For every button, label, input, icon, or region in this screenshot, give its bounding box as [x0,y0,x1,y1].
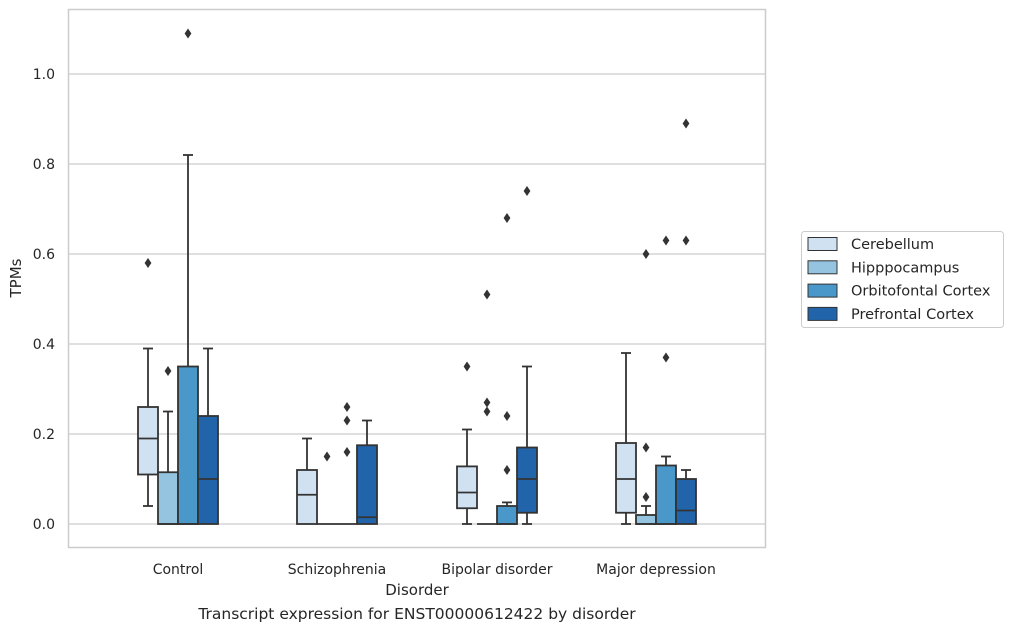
box-3-2 [655,235,677,525]
outlier-point [184,28,192,39]
outlier-point [503,411,511,421]
box-0-1 [157,366,179,525]
box-3-3 [675,118,697,525]
outlier-point [662,235,670,246]
legend: Cerebellum Hipppocampus Orbitofontal Corte… [801,231,1004,328]
legend-swatch [807,306,838,321]
legend-label: Prefrontal Cortex [851,307,974,323]
outlier-point [662,352,670,363]
outlier-point [164,366,172,376]
outlier-point [483,289,491,300]
legend-swatch [807,260,838,275]
outlier-point [682,118,690,129]
box-rect [635,514,657,525]
box-2-0 [456,361,478,525]
y-tick-label: 0.8 [33,157,55,173]
box-0-2 [177,28,199,525]
legend-frame [801,231,1004,328]
y-tick-label: 0.4 [33,337,55,353]
outlier-point [483,397,491,408]
box-rect [675,478,697,525]
outlier-point [503,213,511,223]
box-rect [356,444,378,525]
x-axis-label: Disorder [385,581,449,599]
outlier-point [144,258,152,268]
y-tick-label: 0.0 [33,517,55,533]
outlier-point [463,361,471,372]
box-rect [516,446,538,514]
box-1-2 [337,402,357,525]
box-0-0 [137,258,159,507]
outlier-point [523,186,531,196]
x-tick-label: Schizophrenia [288,562,386,578]
legend-swatch [807,283,838,298]
legend-label: Cerebellum [851,237,934,253]
outlier-point [343,402,351,412]
outlier-point [642,492,650,502]
x-tick-label: Bipolar disorder [441,562,552,578]
box-rect [197,415,219,525]
outlier-point [642,249,650,259]
y-axis-label: TPMs [7,258,25,298]
figure-caption: Transcript expression for ENST0000061242… [198,605,636,623]
outlier-point [343,415,351,426]
box-1-1 [317,451,337,525]
legend-label: Orbitofontal Cortex [851,284,991,300]
y-tick-label: 0.2 [33,427,55,443]
box-2-2 [496,213,518,525]
box-rect [137,406,159,476]
legend-swatch [807,237,838,251]
box-rect [456,465,478,510]
outlier-point [642,442,650,453]
box-1-3 [356,419,378,525]
y-tick-label: 1.0 [33,67,55,83]
outlier-point [323,451,331,462]
boxes-layer [137,28,697,525]
x-tick-label: Control [153,562,204,578]
y-tick-labels: 0.0 0.2 0.4 0.6 0.8 1.0 [33,67,55,533]
box-rect [296,469,318,525]
outlier-point [343,447,351,457]
outlier-point [682,235,690,246]
outlier-point [483,406,491,417]
box-3-0 [615,352,637,525]
x-tick-label: Major depression [596,562,716,578]
plot-frame [67,8,767,549]
box-2-1 [477,289,497,525]
box-rect [177,365,199,525]
box-3-1 [635,249,657,525]
box-rect [655,464,677,525]
box-rect [615,442,637,514]
outlier-point [503,465,511,475]
box-rect [496,505,518,525]
x-tick-labels: Control Schizophrenia Bipolar disorder Majo… [153,562,716,578]
y-tick-label: 0.6 [33,247,55,263]
legend-label: Hipppocampus [851,260,959,276]
box-rect [157,471,179,525]
box-2-3 [516,186,538,525]
box-0-3 [197,347,219,525]
box-1-0 [296,437,318,525]
